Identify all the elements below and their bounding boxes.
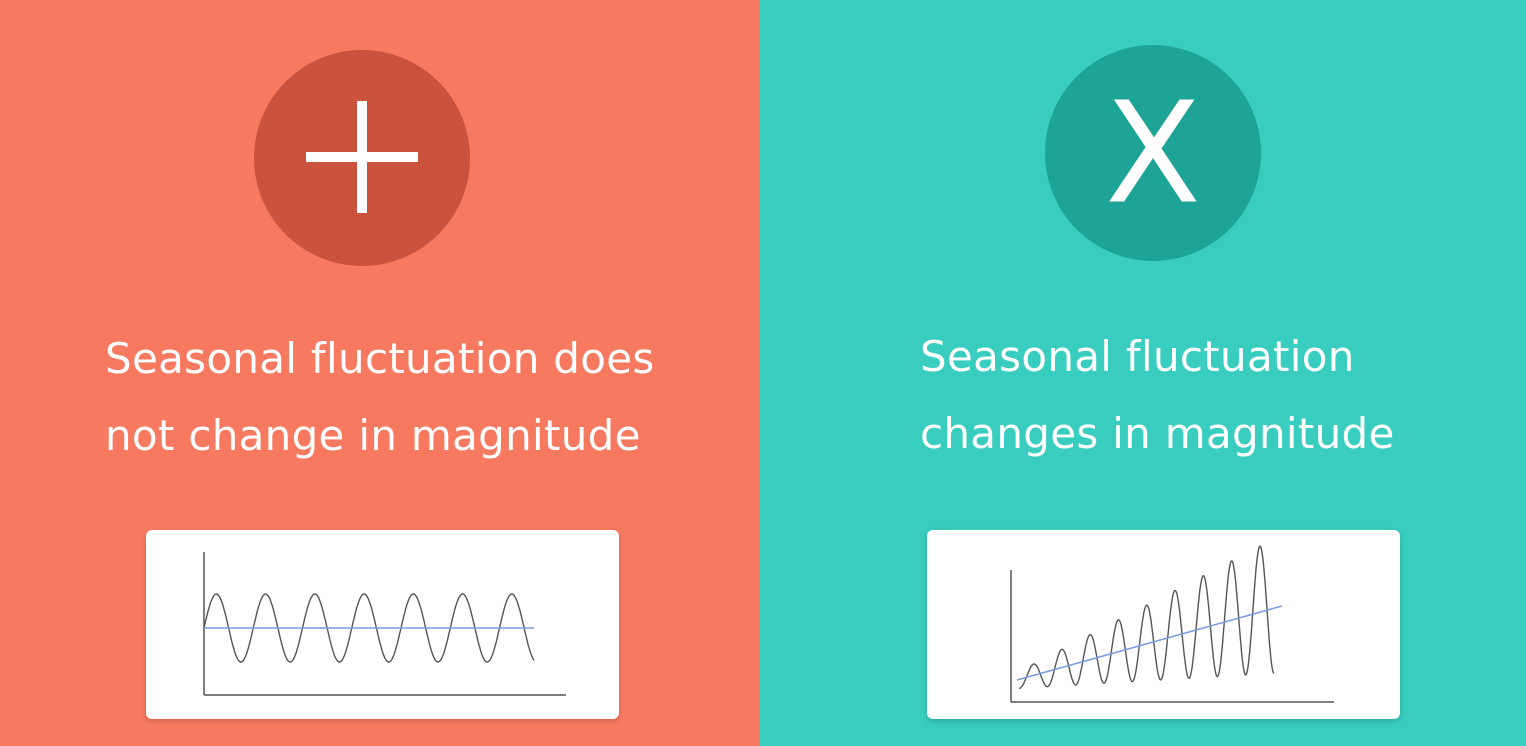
seasonal-wave-line xyxy=(203,593,535,663)
additive-chart xyxy=(203,552,566,696)
multiplicative-chart xyxy=(1010,545,1334,703)
additive-panel: Seasonal fluctuation does not change in … xyxy=(0,0,760,746)
additive-chart-card xyxy=(146,530,619,719)
multiplicative-chart-card xyxy=(927,530,1400,719)
multiplicative-panel: X Seasonal fluctuation changes in magnit… xyxy=(760,0,1526,746)
additive-caption: Seasonal fluctuation does not change in … xyxy=(105,320,655,474)
multiply-glyph: X xyxy=(1105,73,1201,236)
additive-badge xyxy=(254,50,470,266)
additive-caption-line-2: not change in magnitude xyxy=(105,411,641,460)
seasonal-wave-line xyxy=(1018,545,1275,690)
plus-icon xyxy=(306,101,418,213)
multiplicative-badge: X xyxy=(1045,45,1261,261)
multiplicative-caption: Seasonal fluctuation changes in magnitud… xyxy=(920,318,1395,472)
trend-line xyxy=(1016,605,1283,681)
additive-caption-line-1: Seasonal fluctuation does xyxy=(105,334,655,383)
multiplicative-caption-line-2: changes in magnitude xyxy=(920,409,1395,458)
multiply-icon: X xyxy=(1105,73,1201,236)
multiplicative-caption-line-1: Seasonal fluctuation xyxy=(920,332,1355,381)
